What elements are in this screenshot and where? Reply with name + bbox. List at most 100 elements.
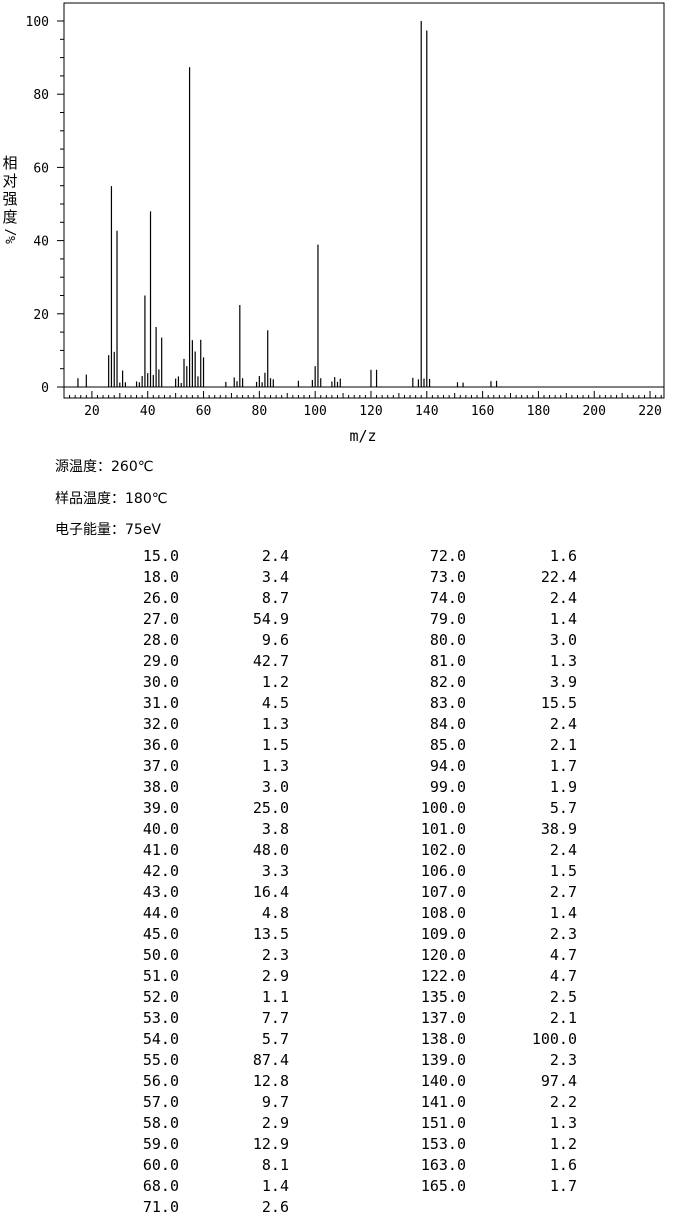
intensity-value: 4.7 — [549, 967, 577, 985]
mz-value: 41.0 — [142, 841, 179, 859]
intensity-value: 2.2 — [549, 1093, 577, 1111]
mz-value: 71.0 — [142, 1198, 179, 1216]
intensity-value: 2.1 — [549, 736, 577, 754]
y-label-char: 对 — [2, 172, 17, 190]
intensity-value: 1.4 — [261, 1177, 289, 1195]
mz-value: 54.0 — [142, 1030, 179, 1048]
intensity-value: 1.5 — [261, 736, 289, 754]
y-tick-label: 100 — [26, 15, 49, 30]
intensity-value: 2.4 — [261, 547, 289, 565]
intensity-value: 1.3 — [261, 757, 289, 775]
intensity-value: 2.4 — [549, 841, 577, 859]
intensity-value: 3.8 — [261, 820, 289, 838]
intensity-value: 1.5 — [549, 862, 577, 880]
x-tick-label: 20 — [84, 404, 100, 419]
intensity-value: 1.2 — [261, 673, 289, 691]
chart-peaks — [77, 21, 498, 387]
intensity-value: 2.4 — [549, 589, 577, 607]
mz-value: 137.0 — [420, 1009, 466, 1027]
electron-energy: 电子能量：75eV — [55, 522, 162, 538]
intensity-value: 2.6 — [261, 1198, 289, 1216]
intensity-value: 1.1 — [261, 988, 289, 1006]
y-label-char: 相 — [2, 154, 17, 172]
chart-ticks: 20 40 60 80 100 120 140 160 180 200 220 0 20 40 60 80 10… — [26, 15, 662, 419]
intensity-value: 3.9 — [549, 673, 577, 691]
mz-value: 55.0 — [142, 1051, 179, 1069]
mz-value: 151.0 — [420, 1114, 466, 1132]
mz-value: 120.0 — [420, 946, 466, 964]
intensity-value: 3.0 — [261, 778, 289, 796]
mz-value: 39.0 — [142, 799, 179, 817]
mz-value: 165.0 — [420, 1177, 466, 1195]
x-tick-label: 60 — [196, 404, 212, 419]
intensity-value: 8.7 — [261, 589, 289, 607]
plot-frame — [63, 2, 665, 399]
mz-value: 43.0 — [142, 883, 179, 901]
intensity-value: 2.3 — [549, 925, 577, 943]
mz-value: 99.0 — [429, 778, 466, 796]
mz-value: 84.0 — [429, 715, 466, 733]
mz-value: 15.0 — [142, 547, 179, 565]
x-tick-label: 140 — [415, 404, 438, 419]
y-tick-label: 60 — [33, 161, 49, 176]
intensity-value: 12.9 — [252, 1135, 289, 1153]
x-tick-label: 40 — [140, 404, 156, 419]
mz-value: 52.0 — [142, 988, 179, 1006]
intensity-value: 16.4 — [252, 883, 289, 901]
intensity-value: 87.4 — [252, 1051, 289, 1069]
intensity-value: 48.0 — [252, 841, 289, 859]
mz-value: 122.0 — [420, 967, 466, 985]
mz-value: 85.0 — [429, 736, 466, 754]
intensity-value: 3.3 — [261, 862, 289, 880]
intensity-value: 12.8 — [252, 1072, 289, 1090]
mz-value: 53.0 — [142, 1009, 179, 1027]
mz-value: 44.0 — [142, 904, 179, 922]
intensity-value: 2.1 — [549, 1009, 577, 1027]
intensity-value: 2.3 — [549, 1051, 577, 1069]
mz-value: 30.0 — [142, 673, 179, 691]
mz-value: 40.0 — [142, 820, 179, 838]
y-label-char: 强 — [2, 190, 17, 208]
mz-value: 37.0 — [142, 757, 179, 775]
intensity-value: 22.4 — [540, 568, 577, 586]
mz-value: 31.0 — [142, 694, 179, 712]
intensity-value: 4.7 — [549, 946, 577, 964]
intensity-value: 25.0 — [252, 799, 289, 817]
mz-value: 163.0 — [420, 1156, 466, 1174]
mz-value: 94.0 — [429, 757, 466, 775]
x-tick-label: 180 — [527, 404, 550, 419]
mz-value: 68.0 — [142, 1177, 179, 1195]
intensity-value: 5.7 — [549, 799, 577, 817]
mz-value: 80.0 — [429, 631, 466, 649]
mass-spectrum-chart: 20 40 60 80 100 120 140 160 180 200 220 0 20 40 60 80 10… — [2, 2, 665, 445]
intensity-value: 1.6 — [549, 547, 577, 565]
intensity-value: 2.4 — [549, 715, 577, 733]
mz-value: 109.0 — [420, 925, 466, 943]
mz-value: 83.0 — [429, 694, 466, 712]
mz-value: 106.0 — [420, 862, 466, 880]
mz-value: 153.0 — [420, 1135, 466, 1153]
mz-value: 27.0 — [142, 610, 179, 628]
intensity-value: 9.6 — [261, 631, 289, 649]
intensity-value: 13.5 — [252, 925, 289, 943]
y-label-unit: %/ — [4, 228, 19, 244]
mz-value: 59.0 — [142, 1135, 179, 1153]
source-temperature: 源温度：260℃ — [55, 459, 154, 475]
mz-value: 45.0 — [142, 925, 179, 943]
mz-value: 107.0 — [420, 883, 466, 901]
x-tick-label: 220 — [638, 404, 661, 419]
mz-value: 141.0 — [420, 1093, 466, 1111]
mz-value: 36.0 — [142, 736, 179, 754]
mz-value: 26.0 — [142, 589, 179, 607]
intensity-value: 2.9 — [261, 1114, 289, 1132]
mz-value: 57.0 — [142, 1093, 179, 1111]
intensity-value: 2.5 — [549, 988, 577, 1006]
intensity-value: 3.0 — [549, 631, 577, 649]
intensity-value: 9.7 — [261, 1093, 289, 1111]
intensity-value: 1.6 — [549, 1156, 577, 1174]
mz-value: 51.0 — [142, 967, 179, 985]
intensity-value: 1.2 — [549, 1135, 577, 1153]
mz-value: 60.0 — [142, 1156, 179, 1174]
x-tick-label: 200 — [582, 404, 605, 419]
